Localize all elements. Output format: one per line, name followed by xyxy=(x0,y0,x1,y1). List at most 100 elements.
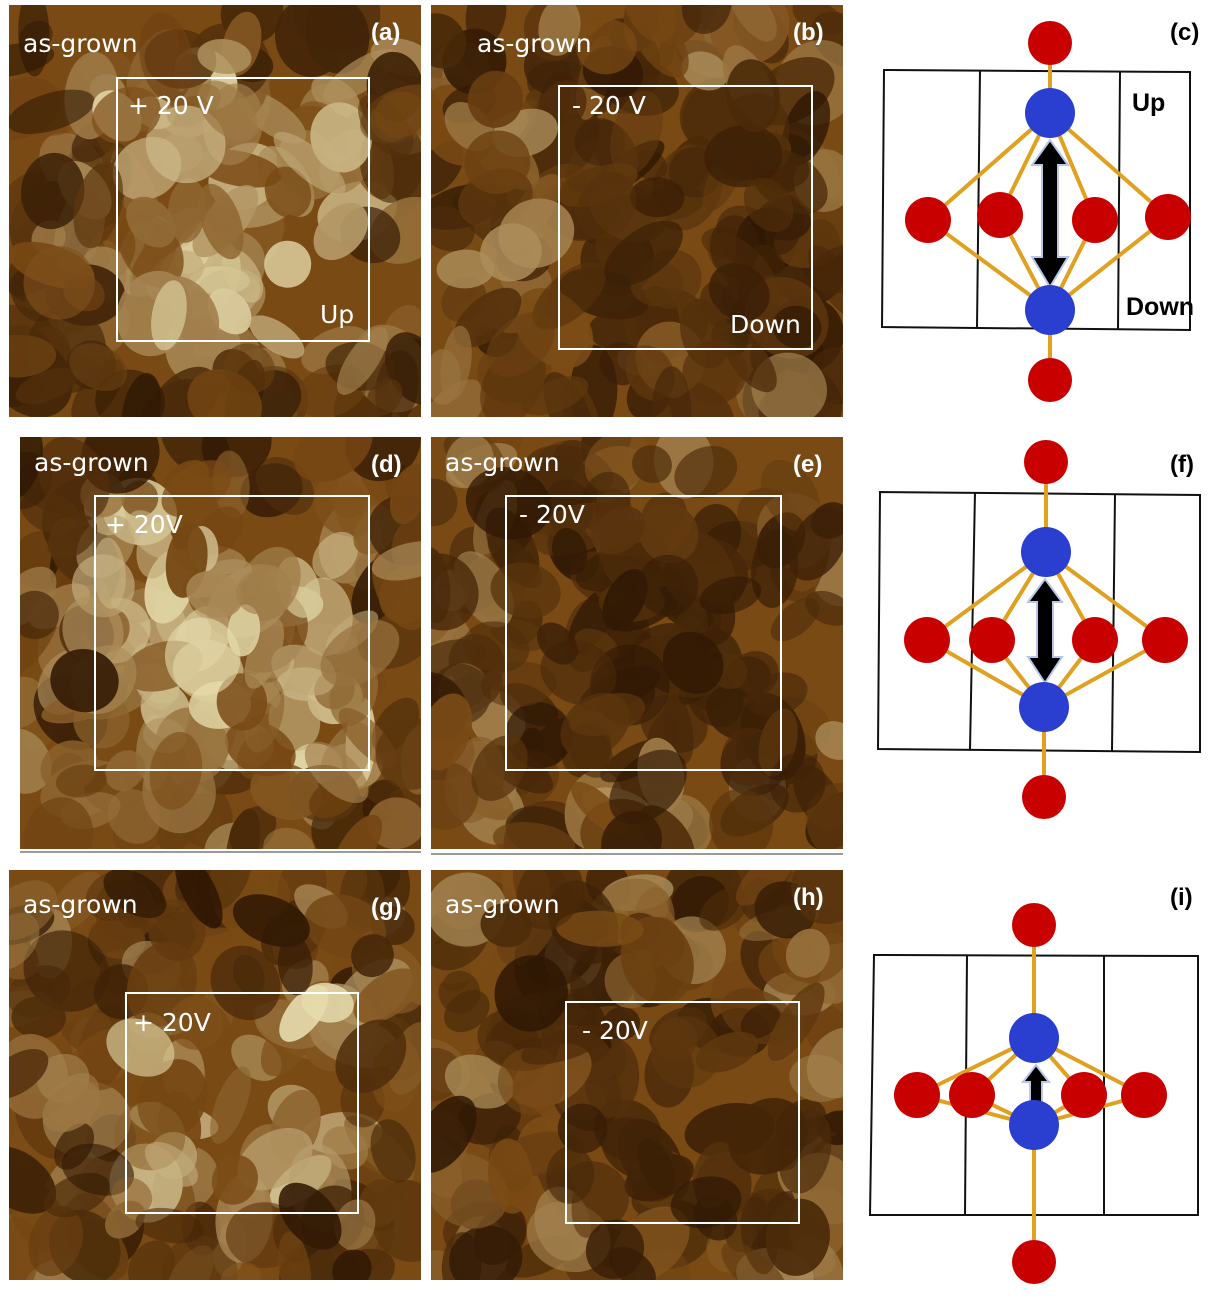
domain-grain xyxy=(310,102,372,173)
domain-grain xyxy=(278,1182,342,1250)
domain-grain xyxy=(18,5,50,77)
domain-texture xyxy=(9,870,421,1280)
domain-grain xyxy=(695,1031,759,1073)
domain-grain xyxy=(144,1141,198,1187)
domain-grain xyxy=(23,246,95,320)
domain-grain xyxy=(389,463,421,525)
domain-grain xyxy=(604,220,683,287)
domain-grain xyxy=(623,5,676,43)
domain-grain xyxy=(374,91,421,138)
domain-grain xyxy=(225,808,261,849)
domain-grain xyxy=(37,437,110,521)
domain-grain xyxy=(431,553,479,631)
domain-grain xyxy=(431,1048,463,1102)
domain-grain xyxy=(50,648,119,713)
domain-grain xyxy=(601,810,663,849)
domain-grain xyxy=(807,245,843,321)
domain-grain xyxy=(69,343,128,392)
domain-grain xyxy=(805,590,843,626)
domain-grain xyxy=(351,934,394,978)
domain-grain xyxy=(111,1177,153,1215)
domain-grain xyxy=(15,367,78,404)
crystal-structure-c: (c) Up Down xyxy=(870,5,1214,417)
domain-grain xyxy=(236,571,279,615)
domain-grain xyxy=(815,721,843,760)
domain-grain xyxy=(497,1047,566,1115)
domain-grain xyxy=(20,676,45,729)
panel-tag: (e) xyxy=(793,451,823,478)
domain-grain xyxy=(443,989,490,1033)
domain-grain xyxy=(9,89,95,134)
domain-grain xyxy=(169,996,224,1050)
domain-grain xyxy=(244,618,285,689)
domain-grain xyxy=(788,507,843,581)
domain-grain xyxy=(23,797,94,849)
domain-grain xyxy=(576,18,637,75)
domain-grain xyxy=(128,510,175,559)
domain-grain xyxy=(106,1018,175,1077)
domain-grain xyxy=(760,459,821,532)
domain-grain xyxy=(465,5,507,47)
domain-grain xyxy=(378,567,421,624)
divider xyxy=(431,853,843,855)
domain-grain xyxy=(782,91,831,166)
voltage-label: + 20 V xyxy=(128,91,214,120)
domain-grain xyxy=(42,1081,101,1133)
domain-grain xyxy=(471,735,528,801)
domain-grain xyxy=(516,870,584,930)
domain-texture xyxy=(20,437,421,849)
domain-texture xyxy=(9,5,421,417)
crystal-structure-f: (f) xyxy=(870,437,1214,849)
domain-grain xyxy=(92,86,161,144)
domain-grain xyxy=(729,5,777,42)
domain-texture xyxy=(431,437,843,849)
domain-grain xyxy=(147,899,206,961)
domain-grain xyxy=(198,183,244,260)
domain-grain xyxy=(751,529,799,608)
pfm-image-g: as-grown (g) + 20V xyxy=(9,870,421,1280)
pfm-image-d: as-grown (d) + 20V xyxy=(20,437,421,849)
domain-grain xyxy=(273,131,346,195)
domain-grain xyxy=(728,1097,808,1175)
domain-grain xyxy=(726,59,780,132)
domain-grain xyxy=(211,1155,259,1205)
domain-grain xyxy=(557,1103,608,1154)
domain-grain xyxy=(313,202,369,261)
domain-grain xyxy=(546,1146,595,1204)
domain-grain xyxy=(135,1207,204,1244)
domain-grain xyxy=(480,223,542,282)
domain-texture xyxy=(431,5,843,417)
pfm-image-b: as-grown (b) - 20 V Down xyxy=(431,5,843,417)
down-label: Down xyxy=(1126,293,1195,321)
domain-grain xyxy=(743,177,794,232)
domain-grain xyxy=(772,305,822,349)
poled-region-box xyxy=(125,992,359,1214)
panel-tag: (i) xyxy=(1170,884,1193,911)
domain-grain xyxy=(126,196,176,248)
domain-grain xyxy=(769,752,826,813)
domain-grain xyxy=(174,870,223,929)
panel-tag: (a) xyxy=(371,19,401,46)
domain-grain xyxy=(161,1235,238,1280)
as-grown-label: as-grown xyxy=(445,448,560,477)
domain-grain xyxy=(532,262,607,330)
domain-grain xyxy=(20,590,59,640)
domain-grain xyxy=(709,215,759,278)
domain-grain xyxy=(662,631,724,694)
domain-grain xyxy=(55,764,107,798)
domain-grain xyxy=(699,576,762,615)
domain-grain xyxy=(20,152,85,230)
domain-grain xyxy=(293,437,373,483)
domain-grain xyxy=(320,620,400,687)
domain-grain xyxy=(681,5,732,34)
domain-grain xyxy=(464,130,531,194)
domain-grain xyxy=(20,437,43,501)
perovskite-cell-drawing xyxy=(880,21,1191,402)
domain-grain xyxy=(431,693,473,771)
domain-grain xyxy=(744,672,808,717)
domain-grain xyxy=(576,172,637,240)
domain-grain xyxy=(47,514,98,559)
domain-grain xyxy=(73,161,124,249)
domain-grain xyxy=(312,531,359,580)
domain-grain xyxy=(735,870,798,906)
